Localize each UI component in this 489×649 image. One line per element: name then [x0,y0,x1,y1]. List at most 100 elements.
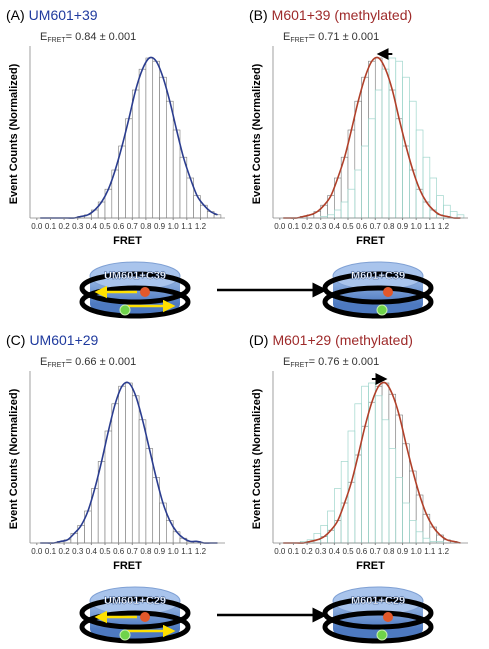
subtitle-prefix: E [283,31,290,43]
x-tick-label: 0.4 [329,222,341,231]
panel-title: (C) UM601+29 [6,332,99,348]
x-axis-label: FRET [356,560,385,572]
panel-label: (D) [249,332,268,348]
bar [381,68,390,219]
x-tick-label: 0.6 [356,547,368,556]
fit-line [40,381,218,544]
x-axis-label: FRET [356,235,385,247]
panel-title: (D) M601+29 (methylated) [249,332,413,348]
x-tick-label: 0.1 [288,222,300,231]
x-tick-label: 1.0 [411,222,423,231]
x-tick-label: 0.7 [127,222,139,231]
subtitle-sub: FRET [47,37,66,44]
x-tick-label: 0.9 [154,222,166,231]
x-tick-label: 0.5 [99,222,111,231]
bar [388,89,397,219]
donor-dye [119,304,131,316]
subtitle-prefix: E [40,31,47,43]
x-tick-label: 0.3 [315,222,327,231]
x-tick-label: 0.9 [397,547,409,556]
x-tick-label: 0.2 [59,547,71,556]
title: M601+29 (methylated) [272,332,412,348]
nucleosome-label: M601+C39 [351,270,405,282]
donor-dye [376,304,388,316]
bar [125,118,133,219]
fit-line [283,381,461,544]
x-axis-label: FRET [113,235,142,247]
subtitle-prefix: E [40,356,47,368]
bar [213,214,222,219]
bar [166,100,174,219]
subtitle-sub: FRET [47,362,66,369]
x-tick-label: 0.1 [45,547,57,556]
dna-coil [322,596,434,630]
x-tick-label: 0.7 [370,547,382,556]
bar [118,385,126,544]
x-tick-label: 0.4 [329,547,341,556]
acceptor-dye [140,287,150,297]
x-tick-label: 0.5 [342,547,354,556]
bar [152,60,160,219]
bar [368,60,376,219]
x-tick-label: 0.1 [288,547,300,556]
x-tick-label: 0.6 [356,222,368,231]
bar [138,419,147,544]
dna-coil [79,596,191,630]
x-tick-label: 1.0 [168,547,180,556]
x-tick-label: 1.0 [411,547,423,556]
y-axis-label: Event Counts (Normalized) [251,388,263,529]
x-tick-label: 0.9 [154,547,166,556]
bar [374,385,383,544]
bar [361,425,369,544]
subtitle-prefix: E [283,356,290,368]
bar [145,57,154,219]
title: UM601+29 [29,332,98,348]
acceptor-dye [140,612,150,622]
bar [368,401,376,544]
x-tick-label: 0.7 [370,222,382,231]
subtitle-text: = 0.66 ± 0.001 [66,356,137,368]
bar [131,89,140,219]
x-tick-label: 1.1 [424,547,436,556]
acceptor-dye [383,612,393,622]
bar [388,393,397,544]
subtitle: EFRET= 0.76 ± 0.001 [283,356,379,369]
x-tick-label: 1.2 [195,222,207,231]
x-tick-label: 1.2 [438,547,450,556]
subtitle-sub: FRET [290,37,309,44]
bar [125,382,133,544]
x-tick-label: 0.5 [99,547,111,556]
x-tick-label: 1.1 [181,222,193,231]
x-tick-label: 0.9 [397,222,409,231]
fit-line [283,56,461,219]
bar [111,403,119,544]
bar [402,443,410,544]
x-tick-label: 0.2 [59,222,71,231]
x-tick-label: 0.3 [72,222,84,231]
bar [395,118,403,219]
x-axis-label: FRET [113,560,142,572]
subtitle-text: = 0.71 ± 0.001 [309,31,380,43]
donor-dye [119,629,131,641]
x-tick-label: 0.8 [383,547,395,556]
x-tick-label: 0.6 [113,547,125,556]
nucleosome-label: UM601+C39 [104,270,166,282]
x-tick-label: 1.0 [168,222,180,231]
y-axis-label: Event Counts (Normalized) [251,63,263,204]
dna-coil [322,271,434,305]
x-tick-label: 0.1 [45,222,57,231]
y-axis-label: Event Counts (Normalized) [8,63,20,204]
panel-title: (B) M601+39 (methylated) [249,7,412,23]
subtitle-sub: FRET [290,362,309,369]
bar [138,68,147,219]
bar [159,76,167,219]
donor-dye [376,629,388,641]
panel-label: (C) [6,332,25,348]
subtitle: EFRET= 0.84 ± 0.001 [40,31,136,44]
bar [381,382,390,544]
x-tick-label: 1.1 [181,547,193,556]
x-tick-label: 0.6 [113,222,125,231]
x-tick-label: 0.7 [127,547,139,556]
x-tick-label: 0.0 [274,222,286,231]
dna-coil [79,271,191,305]
